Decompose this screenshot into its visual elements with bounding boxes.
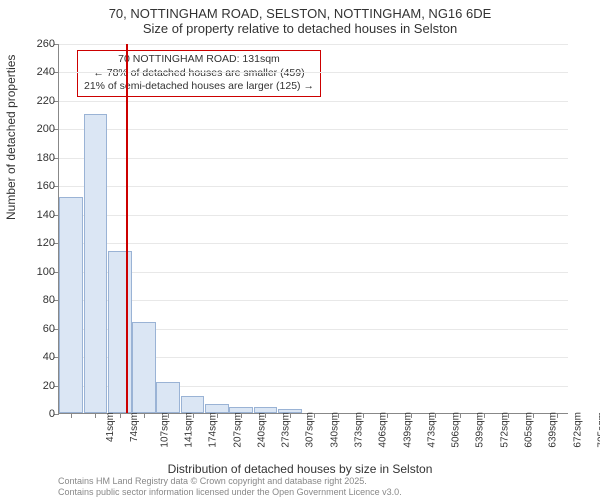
gridline [59, 72, 568, 73]
gridline [59, 272, 568, 273]
ytick-label: 180 [27, 152, 55, 164]
gridline [59, 243, 568, 244]
xtick-mark [314, 413, 315, 418]
bar [132, 322, 156, 413]
xtick-mark [71, 413, 72, 418]
plot-area: 70 NOTTINGHAM ROAD: 131sqm ← 78% of deta… [58, 44, 568, 414]
ytick-label: 200 [27, 123, 55, 135]
footnote-line-1: Contains HM Land Registry data © Crown c… [58, 476, 402, 487]
chart-container: 70, NOTTINGHAM ROAD, SELSTON, NOTTINGHAM… [0, 0, 600, 500]
xtick-mark [435, 413, 436, 418]
gridline [59, 215, 568, 216]
xtick-mark [508, 413, 509, 418]
ytick-label: 60 [27, 323, 55, 335]
ytick-label: 260 [27, 38, 55, 50]
bar [181, 396, 205, 413]
footnote-line-2: Contains public sector information licen… [58, 487, 402, 498]
ytick-label: 220 [27, 95, 55, 107]
ytick-label: 20 [27, 380, 55, 392]
bar [205, 404, 229, 413]
annotation-line-1: 70 NOTTINGHAM ROAD: 131sqm [84, 53, 314, 67]
reference-line [126, 44, 128, 413]
gridline [59, 186, 568, 187]
xtick-mark [265, 413, 266, 418]
ytick-label: 40 [27, 351, 55, 363]
annotation-line-2: ← 78% of detached houses are smaller (45… [84, 67, 314, 81]
ytick-label: 100 [27, 266, 55, 278]
bar [84, 114, 108, 413]
x-axis-label: Distribution of detached houses by size … [0, 462, 600, 476]
ytick-label: 80 [27, 294, 55, 306]
xtick-mark [460, 413, 461, 418]
ytick-label: 160 [27, 180, 55, 192]
gridline [59, 300, 568, 301]
xtick-mark [168, 413, 169, 418]
xtick-label: 672sqm [572, 412, 583, 448]
xtick-mark [338, 413, 339, 418]
xtick-mark [241, 413, 242, 418]
annotation-box: 70 NOTTINGHAM ROAD: 131sqm ← 78% of deta… [77, 50, 321, 97]
xtick-label: 41sqm [105, 412, 116, 442]
bar [59, 197, 83, 413]
ytick-label: 0 [27, 408, 55, 420]
ytick-label: 240 [27, 66, 55, 78]
xtick-mark [411, 413, 412, 418]
bar [156, 382, 180, 413]
ytick-label: 120 [27, 237, 55, 249]
xtick-mark [120, 413, 121, 418]
gridline [59, 129, 568, 130]
xtick-mark [533, 413, 534, 418]
xtick-mark [363, 413, 364, 418]
xtick-mark [387, 413, 388, 418]
gridline [59, 158, 568, 159]
xtick-mark [95, 413, 96, 418]
annotation-line-3: 21% of semi-detached houses are larger (… [84, 80, 314, 94]
gridline [59, 44, 568, 45]
bar [108, 251, 132, 413]
xtick-mark [290, 413, 291, 418]
y-axis-label: Number of detached properties [4, 55, 18, 220]
xtick-mark [144, 413, 145, 418]
title-line-1: 70, NOTTINGHAM ROAD, SELSTON, NOTTINGHAM… [0, 0, 600, 21]
xtick-mark [484, 413, 485, 418]
xtick-mark [557, 413, 558, 418]
xtick-label: 74sqm [129, 412, 140, 442]
footnote: Contains HM Land Registry data © Crown c… [58, 476, 402, 498]
gridline [59, 101, 568, 102]
title-line-2: Size of property relative to detached ho… [0, 21, 600, 36]
xtick-label: 705sqm [596, 412, 600, 448]
xtick-mark [193, 413, 194, 418]
ytick-label: 140 [27, 209, 55, 221]
xtick-mark [217, 413, 218, 418]
